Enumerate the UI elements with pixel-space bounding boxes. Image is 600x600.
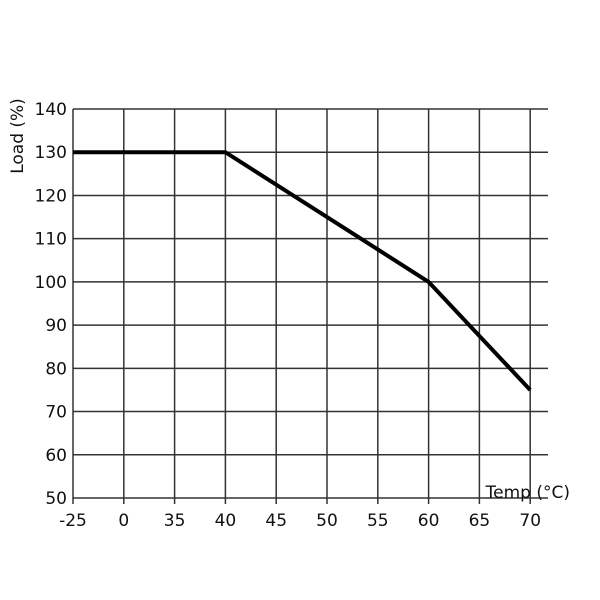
x-tick-label: -25	[59, 511, 87, 531]
x-tick-label: 70	[519, 511, 541, 531]
series	[73, 150, 532, 392]
x-tick-label: 60	[418, 511, 440, 531]
x-tick-label: 50	[316, 511, 338, 531]
y-tick-label: 140	[35, 100, 67, 120]
y-tick-label: 100	[35, 273, 67, 293]
series-line	[73, 150, 532, 392]
x-tick-label: 35	[164, 511, 186, 531]
x-tick-label: 40	[215, 511, 237, 531]
y-tick-label: 90	[45, 316, 67, 336]
y-tick-label: 80	[45, 359, 67, 379]
grid	[72, 108, 548, 504]
y-tick-label: 60	[45, 446, 67, 466]
y-tick-label: 50	[45, 489, 67, 509]
x-tick-labels: -25 0 35 40 45 50 55 60 65 70	[59, 511, 541, 531]
y-tick-label: 70	[45, 403, 67, 423]
y-tick-label: 120	[35, 186, 67, 206]
x-tick-label: 65	[469, 511, 491, 531]
y-tick-labels: 50 60 70 80 90 100 110 120 130 140	[35, 100, 67, 509]
y-axis-label: Load (%)	[8, 98, 28, 174]
y-tick-label: 110	[35, 230, 67, 250]
x-tick-label: 55	[367, 511, 389, 531]
x-axis-label: Temp (°C)	[485, 483, 570, 503]
y-tick-label: 130	[35, 143, 67, 163]
x-tick-label: 45	[265, 511, 287, 531]
x-tick-label: 0	[118, 511, 129, 531]
